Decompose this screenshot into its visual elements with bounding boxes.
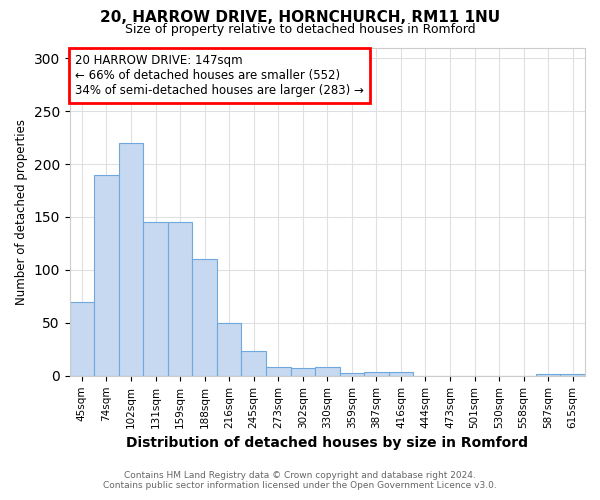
Bar: [560, 374, 585, 376]
Bar: [364, 372, 389, 376]
Text: Size of property relative to detached houses in Romford: Size of property relative to detached ho…: [125, 22, 475, 36]
Bar: [340, 372, 364, 376]
Bar: [241, 352, 266, 376]
Bar: [290, 368, 315, 376]
Bar: [217, 323, 241, 376]
Bar: [266, 368, 290, 376]
X-axis label: Distribution of detached houses by size in Romford: Distribution of detached houses by size …: [127, 436, 529, 450]
Text: Contains HM Land Registry data © Crown copyright and database right 2024.
Contai: Contains HM Land Registry data © Crown c…: [103, 470, 497, 490]
Text: 20 HARROW DRIVE: 147sqm
← 66% of detached houses are smaller (552)
34% of semi-d: 20 HARROW DRIVE: 147sqm ← 66% of detache…: [75, 54, 364, 97]
Bar: [94, 174, 119, 376]
Text: 20, HARROW DRIVE, HORNCHURCH, RM11 1NU: 20, HARROW DRIVE, HORNCHURCH, RM11 1NU: [100, 10, 500, 25]
Bar: [168, 222, 193, 376]
Bar: [119, 143, 143, 376]
Bar: [315, 368, 340, 376]
Bar: [70, 302, 94, 376]
Bar: [536, 374, 560, 376]
Y-axis label: Number of detached properties: Number of detached properties: [15, 118, 28, 304]
Bar: [193, 260, 217, 376]
Bar: [389, 372, 413, 376]
Bar: [143, 222, 168, 376]
